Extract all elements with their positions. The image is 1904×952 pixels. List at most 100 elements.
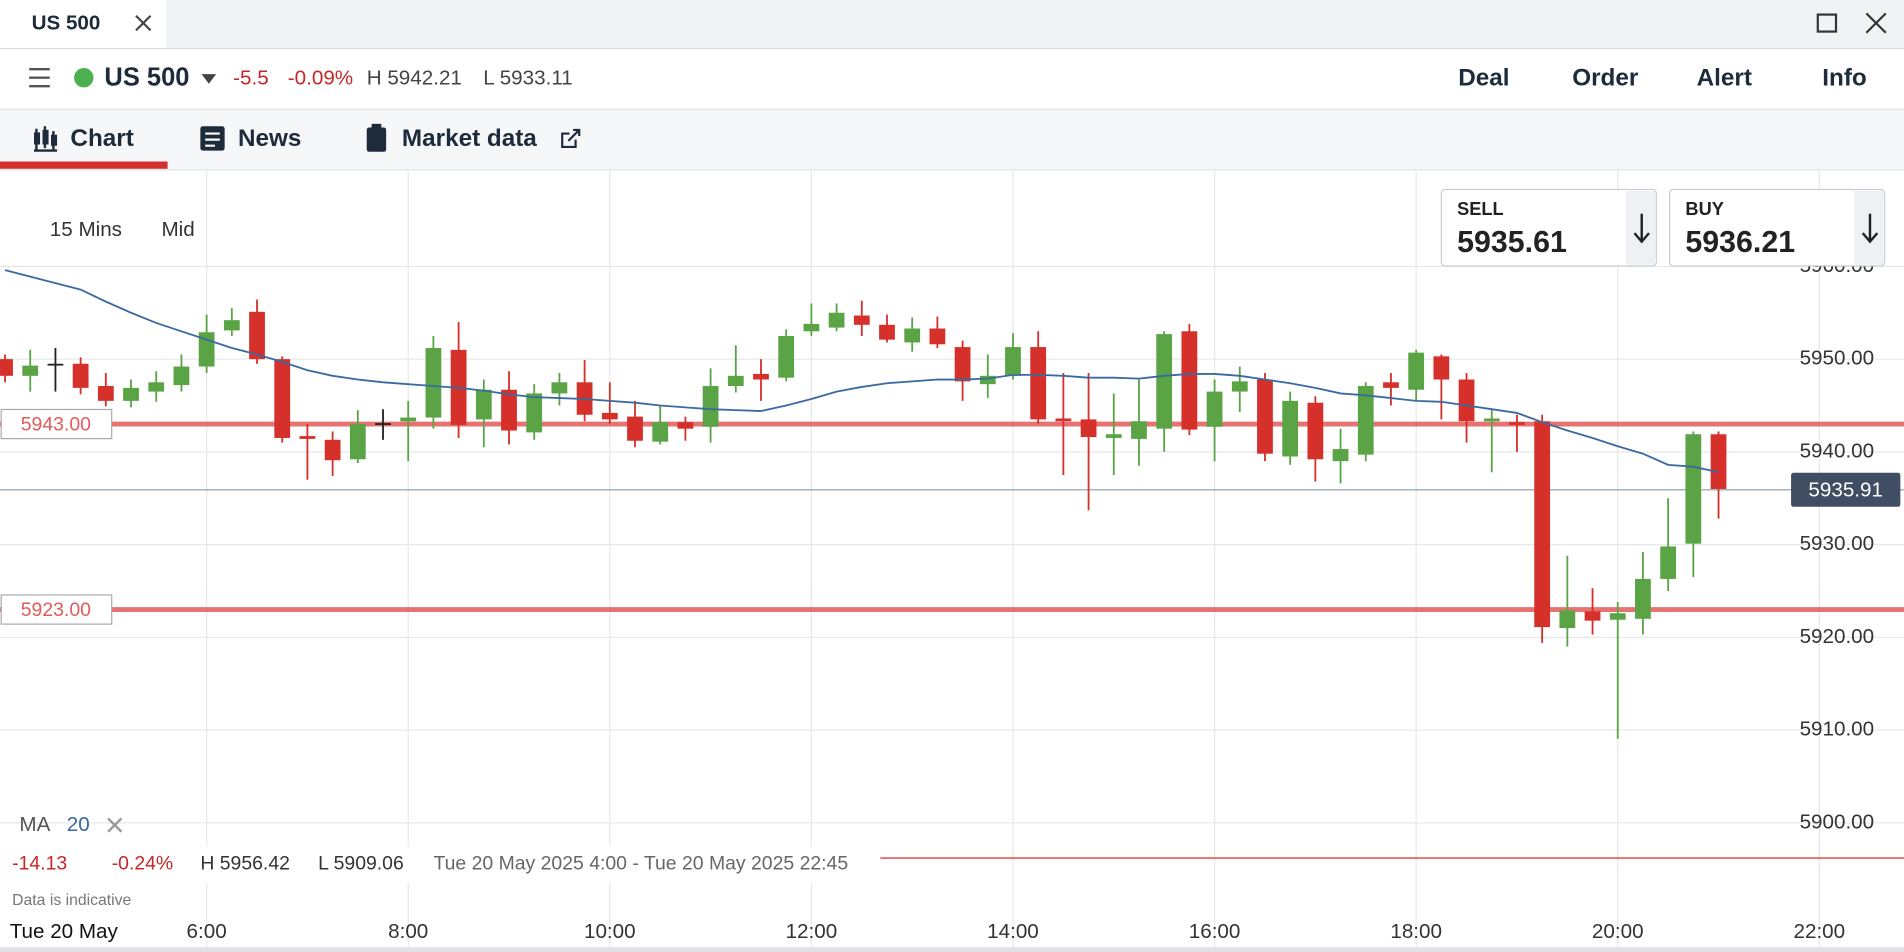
tab[interactable]: Chart [70, 125, 133, 152]
instrument-name[interactable]: US 500 [104, 64, 189, 92]
action-button[interactable]: Info [1822, 64, 1866, 91]
candle-body [148, 382, 165, 392]
dropdown-icon[interactable] [201, 74, 217, 84]
news-tab-icon-lines [205, 132, 220, 147]
candle-body [0, 359, 13, 376]
candle-body [425, 347, 442, 418]
change-pct: -0.09% [288, 66, 353, 89]
buy-arrow-icon [1861, 213, 1879, 244]
candle-body [853, 315, 870, 325]
candle-body [324, 439, 341, 461]
candle-body [1257, 379, 1273, 454]
candle-body [627, 416, 643, 441]
candle-body [1483, 418, 1500, 422]
action-button[interactable]: Order [1572, 64, 1639, 91]
y-tick-label: 5930.00 [1800, 532, 1875, 555]
candle-body [803, 323, 820, 332]
tab[interactable]: Market data [402, 125, 537, 152]
disclaimer: Data is indicative [12, 892, 131, 909]
remove-indicator-icon[interactable] [107, 817, 123, 833]
tab[interactable]: News [238, 125, 301, 152]
y-tick-label: 5910.00 [1800, 718, 1875, 741]
candle-body [551, 382, 568, 394]
close-tab-icon[interactable] [135, 15, 152, 32]
market-status [74, 68, 94, 88]
sell-price: 5935.61 [1457, 226, 1567, 259]
candle-body [929, 328, 946, 345]
candle-body [879, 324, 895, 340]
price-type-selector[interactable]: Mid [162, 218, 195, 241]
candle-body [954, 347, 971, 382]
candle-body [349, 424, 366, 460]
candle-body [1509, 422, 1525, 425]
candle-body [1559, 610, 1576, 629]
chart-plot: 5943.00 5923.00 5900.00 5910.00 5920.00 5930.… [0, 171, 1904, 948]
candle-body [677, 422, 694, 429]
x-tick-label: 14:00 [987, 920, 1039, 943]
maximize-icon[interactable] [1816, 13, 1838, 33]
change: -5.5 [233, 66, 269, 89]
window-tab[interactable] [0, 0, 167, 49]
candle-body [97, 386, 114, 401]
date-label-bg [0, 916, 144, 948]
buy-button[interactable] [1669, 188, 1886, 267]
range-change: -14.13 [12, 853, 67, 875]
alert-level-label: 5943.00 [21, 413, 91, 435]
session-low: L 5933.11 [483, 66, 572, 89]
candle-body [1005, 347, 1021, 376]
indicator-name: MA [19, 813, 50, 836]
sell-button[interactable] [1440, 188, 1657, 267]
candle-body [375, 423, 391, 425]
range-low: L 5909.06 [318, 853, 404, 875]
x-tick-label: 20:00 [1592, 920, 1644, 943]
candle-body [274, 359, 291, 438]
x-tick-label: 18:00 [1390, 920, 1442, 943]
candle-body [904, 328, 921, 343]
candle-body [1307, 402, 1324, 460]
external-link-icon[interactable] [561, 128, 581, 149]
candle-body [1458, 379, 1475, 422]
x-tick-label: 10:00 [584, 920, 636, 943]
candle-body [299, 436, 316, 439]
scrollbar [0, 947, 1904, 952]
moving-average-line [4, 269, 1719, 474]
candle-body [979, 375, 996, 385]
candle-body [475, 389, 492, 420]
x-tick-label: 8:00 [388, 920, 428, 943]
action-button[interactable]: Deal [1458, 64, 1509, 91]
candle-body [753, 373, 769, 380]
market-data-tab-icon-clip [371, 123, 382, 130]
last-price-label: 5935.91 [1808, 478, 1883, 501]
tab-bar [0, 109, 1904, 170]
x-tick-label: 6:00 [187, 920, 227, 943]
candle-body [727, 375, 744, 387]
date-label: Tue 20 May [10, 920, 119, 943]
stats-bar [0, 846, 881, 883]
y-tick-label: 5940.00 [1800, 439, 1875, 462]
candle-body [47, 363, 64, 366]
candle-body [702, 386, 719, 427]
candle-body [223, 320, 240, 331]
interval-selector[interactable]: 15 Mins [50, 218, 122, 241]
candle-body [123, 387, 139, 401]
candle-body [173, 366, 190, 386]
range-change-pct: -0.24% [112, 853, 174, 875]
candle-body [1660, 546, 1677, 579]
x-tick-label: 12:00 [786, 920, 838, 943]
alert-level-label-box [0, 594, 113, 625]
action-button[interactable]: Alert [1697, 64, 1752, 91]
candle-body [526, 393, 543, 433]
news-tab-icon [200, 126, 225, 151]
window-tab-title: US 500 [32, 12, 101, 35]
session-high: H 5942.21 [367, 66, 462, 89]
sell-arrow-icon [1633, 213, 1650, 244]
close-window-icon[interactable] [1865, 12, 1887, 34]
alert-level-label-box [0, 408, 113, 440]
candle-body [400, 417, 417, 422]
candle-body [601, 412, 618, 420]
sell-label: SELL [1457, 199, 1504, 219]
menu-icon[interactable] [29, 68, 50, 88]
alert-level-label: 5923.00 [21, 599, 91, 621]
